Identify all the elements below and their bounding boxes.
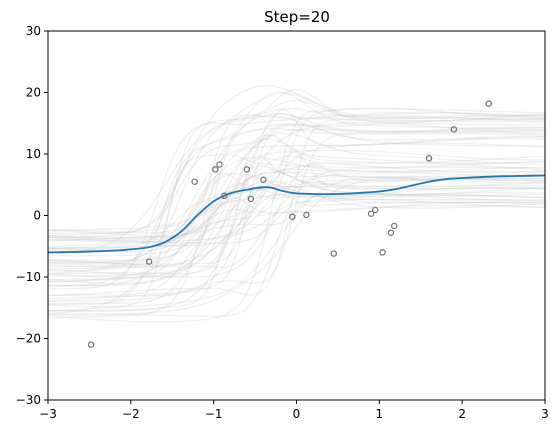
posterior-sample-line — [48, 85, 545, 239]
posterior-sample-line — [48, 194, 545, 245]
posterior-sample-line — [48, 172, 545, 281]
posterior-sample-line — [48, 107, 545, 323]
posterior-sample-line — [48, 154, 545, 242]
observation-point — [216, 161, 223, 168]
y-tick-label: 30 — [26, 24, 41, 38]
posterior-sample-line — [48, 111, 545, 237]
x-tick-label: −3 — [39, 407, 57, 421]
y-tick-label: −20 — [16, 332, 41, 346]
x-tick-label: 1 — [376, 407, 384, 421]
posterior-sample-line — [48, 91, 545, 315]
observation-point — [191, 178, 198, 185]
posterior-sample-line — [48, 163, 545, 312]
posterior-sample-line — [48, 132, 545, 253]
observation-point — [212, 166, 219, 173]
observation-point — [450, 126, 458, 133]
observation-point — [485, 100, 492, 107]
posterior-sample-line — [48, 128, 545, 264]
observation-point — [247, 195, 255, 203]
posterior-sample-line — [48, 127, 545, 287]
posterior-sample-line — [48, 169, 545, 302]
posterior-sample-line — [48, 92, 545, 264]
posterior-sample-line — [48, 161, 545, 278]
posterior-sample-line — [48, 193, 545, 261]
observation-point — [303, 211, 310, 219]
y-tick-label: −10 — [16, 270, 41, 284]
posterior-sample-line — [48, 166, 545, 250]
posterior-sample-line — [48, 204, 545, 275]
posterior-sample-line — [48, 176, 545, 308]
posterior-sample-line — [48, 113, 545, 297]
posterior-sample-line — [48, 112, 545, 265]
posterior-sample-line — [48, 107, 545, 255]
posterior-sample-line — [48, 192, 545, 239]
posterior-sample-line — [48, 197, 545, 297]
posterior-sample-line — [48, 108, 545, 237]
posterior-sample-line — [48, 149, 545, 279]
posterior-sample-line — [48, 99, 545, 272]
posterior-sample-line — [48, 172, 545, 234]
chart-title: Step=20 — [264, 8, 330, 26]
posterior-sample-line — [48, 165, 545, 283]
posterior-sample-line — [48, 156, 545, 287]
posterior-sample-line — [48, 122, 545, 285]
observation-point — [425, 155, 433, 162]
mean-curve-layer — [48, 174, 545, 254]
observation-point — [387, 229, 395, 236]
observation-point — [289, 213, 296, 220]
observation-point — [260, 176, 267, 184]
posterior-sample-line — [48, 171, 545, 270]
posterior-sample-line — [48, 115, 545, 319]
posterior-sample-line — [48, 187, 545, 257]
y-tick-label: −30 — [16, 393, 41, 407]
posterior-sample-line — [48, 113, 545, 290]
posterior-sample-line — [48, 142, 545, 244]
observation-point — [371, 206, 379, 214]
x-tick-label: −1 — [205, 407, 223, 421]
posterior-sample-line — [48, 126, 545, 300]
x-tick-label: 0 — [293, 407, 301, 421]
mean-curve-line — [48, 174, 545, 254]
observation-point — [87, 341, 95, 348]
posterior-sample-line — [48, 108, 545, 241]
observation-point — [379, 249, 386, 256]
posterior-samples-layer — [48, 85, 545, 323]
posterior-sample-line — [48, 135, 545, 248]
posterior-sample-line — [48, 138, 545, 312]
y-tick-label: 0 — [33, 209, 41, 223]
observation-point — [330, 250, 338, 257]
posterior-sample-line — [48, 118, 545, 303]
y-tick-label: 20 — [26, 86, 41, 100]
posterior-sample-line — [48, 184, 545, 250]
observation-point — [243, 166, 251, 173]
observation-point — [221, 192, 228, 200]
posterior-sample-line — [48, 193, 545, 249]
posterior-sample-line — [48, 198, 545, 243]
posterior-sample-line — [48, 171, 545, 239]
x-tick-label: 3 — [541, 407, 549, 421]
posterior-sample-line — [48, 183, 545, 306]
posterior-sample-line — [48, 174, 545, 316]
posterior-sample-line — [48, 123, 545, 275]
posterior-sample-line — [48, 166, 545, 268]
posterior-sample-line — [48, 155, 545, 268]
observation-point — [390, 222, 398, 230]
posterior-sample-line — [48, 180, 545, 283]
posterior-sample-line — [48, 134, 545, 277]
observations-layer — [87, 100, 492, 348]
posterior-sample-line — [48, 88, 545, 267]
y-tick-label: 10 — [26, 147, 41, 161]
observation-point — [367, 210, 375, 217]
x-tick-label: −2 — [122, 407, 140, 421]
x-tick-label: 2 — [458, 407, 466, 421]
posterior-sample-line — [48, 123, 545, 305]
posterior-sample-line — [48, 112, 545, 234]
posterior-sample-line — [48, 151, 545, 265]
observation-point — [145, 258, 153, 265]
